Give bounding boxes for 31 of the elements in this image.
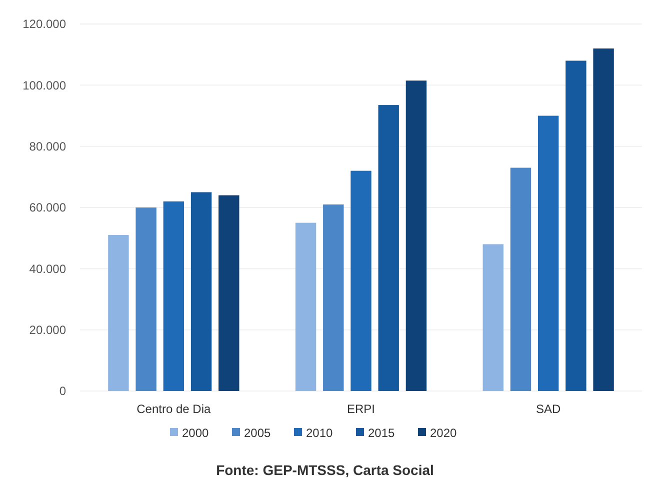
legend-label: 2010 — [306, 426, 334, 440]
y-tick-label: 20.000 — [29, 323, 66, 338]
bar — [108, 235, 129, 391]
bar — [566, 60, 586, 391]
bar — [323, 204, 344, 391]
legend-label: 2005 — [244, 426, 272, 440]
bar — [190, 192, 212, 391]
y-tick-label: 60.000 — [29, 200, 66, 215]
bar — [482, 244, 504, 391]
bar — [350, 170, 372, 391]
bar — [136, 208, 156, 391]
y-tick-label: 120.000 — [22, 17, 66, 32]
legend-label: 2020 — [430, 426, 458, 440]
x-tick-label: ERPI — [346, 402, 376, 416]
y-tick-label: 100.000 — [22, 78, 66, 92]
legend-label: 2015 — [368, 426, 396, 440]
x-tick-label: SAD — [536, 402, 561, 416]
source-note: Fonte: GEP-MTSSS, Carta Social — [216, 462, 434, 478]
bar — [406, 80, 427, 391]
bar — [378, 105, 399, 391]
bar — [593, 48, 614, 391]
bar — [218, 195, 240, 391]
bar — [163, 201, 184, 391]
bar — [538, 116, 559, 391]
legend-label: 2000 — [182, 426, 210, 440]
bar — [510, 168, 532, 391]
y-tick-label: 80.000 — [29, 140, 66, 154]
y-tick-label: 0 — [59, 384, 66, 398]
x-tick-label: Centro de Dia — [136, 402, 212, 416]
y-tick-label: 40.000 — [29, 262, 66, 276]
bar — [295, 222, 316, 391]
